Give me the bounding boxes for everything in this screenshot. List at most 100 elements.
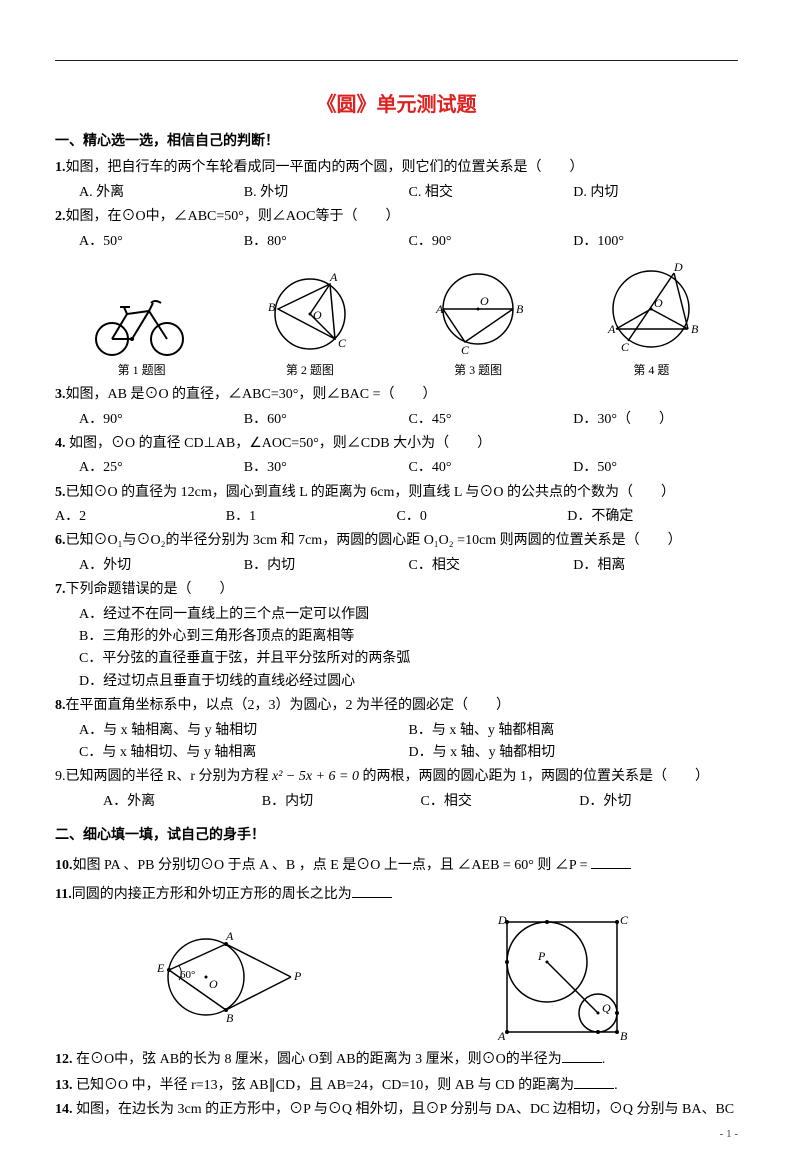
- q8-text: 在平面直角坐标系中，以点（2，3）为圆心，2 为半径的圆必定（ ）: [66, 698, 511, 713]
- q7-opt-a: A．经过不在同一直线上的三个点一定可以作圆: [79, 604, 738, 626]
- q3: 3.如图，AB 是⊙O 的直径，∠ABC=30°，则∠BAC =（ ）: [55, 384, 738, 406]
- q12-tail: .: [602, 1052, 606, 1067]
- q5-options: A．2 B．1 C．0 D．不确定: [55, 506, 738, 528]
- q8-options: A．与 x 轴相离、与 y 轴相切 B．与 x 轴、y 轴都相离 C．与 x 轴…: [79, 720, 738, 765]
- q4-opt-b: B．30°: [244, 457, 409, 479]
- figure-row-1: 第 1 题图 A B C O 第 2 题图 A B: [55, 259, 738, 380]
- fig2-caption: 第 2 题图: [260, 361, 360, 380]
- svg-text:B: B: [268, 300, 276, 314]
- q7-text: 下列命题错误的是（ ）: [66, 582, 234, 597]
- fig1-caption: 第 1 题图: [87, 361, 197, 380]
- q2-options: A．50° B．80° C．90° D．100°: [79, 231, 738, 253]
- q1-opt-c: C. 相交: [409, 182, 574, 204]
- q7-num: 7.: [55, 582, 66, 597]
- page-title: 《圆》单元测试题: [55, 89, 738, 121]
- q14-text: 如图，在边长为 3cm 的正方形中，⊙P 与⊙Q 相外切，且⊙P 分别与 DA、…: [73, 1102, 735, 1117]
- q9: 9.已知两圆的半径 R、r 分别为方程 x² − 5x + 6 = 0 的两根，…: [55, 766, 738, 788]
- q11: 11.同圆的内接正方形和外切正方形的周长之比为: [55, 883, 738, 906]
- svg-text:60°: 60°: [180, 969, 195, 981]
- bicycle-icon: [87, 289, 197, 359]
- q2-opt-a: A．50°: [79, 231, 244, 253]
- q13-num: 13.: [55, 1078, 73, 1093]
- q1-options: A. 外离 B. 外切 C. 相交 D. 内切: [79, 182, 738, 204]
- q9-options: A．外离 B．内切 C．相交 D．外切: [103, 791, 738, 813]
- circle4-icon: A B C D O: [596, 259, 706, 359]
- q10-num: 10.: [55, 858, 73, 873]
- q4-options: A．25° B．30° C．40° D．50°: [79, 457, 738, 479]
- q14-figure: D C A B P Q: [482, 912, 662, 1042]
- svg-text:P: P: [537, 949, 546, 963]
- q3-opt-b: B．60°: [244, 409, 409, 431]
- q9-post: 的两根，两圆的圆心距为 1，两圆的位置关系是（ ）: [359, 769, 709, 784]
- q7-opt-b: B．三角形的外心到三角形各顶点的距离相等: [79, 626, 738, 648]
- fig3-caption: 第 3 题图: [423, 361, 533, 380]
- q5-text: 已知⊙O 的直径为 12cm，圆心到直线 L 的距离为 6cm，则直线 L 与⊙…: [66, 485, 676, 500]
- q4-num: 4.: [55, 436, 66, 451]
- q2: 2.如图，在⊙O中，∠ABC=50°，则∠AOC等于（ ）: [55, 206, 738, 228]
- q6-opt-c: C．相交: [409, 555, 574, 577]
- page: 《圆》单元测试题 一、精心选一选，相信自己的判断！ 1.如图，把自行车的两个车轮…: [0, 0, 793, 1164]
- q2-text: 如图，在⊙O中，∠ABC=50°，则∠AOC等于（ ）: [66, 209, 400, 224]
- q3-num: 3.: [55, 387, 66, 402]
- q8: 8.在平面直角坐标系中，以点（2，3）为圆心，2 为半径的圆必定（ ）: [55, 695, 738, 717]
- q6-text: 已知⊙O₁与⊙O₂的半径分别为 3cm 和 7cm，两圆的圆心距 O₁O₂ =1…: [66, 533, 682, 548]
- q1: 1.如图，把自行车的两个车轮看成同一平面内的两个圆，则它们的位置关系是（ ）: [55, 157, 738, 179]
- q11-text: 同圆的内接正方形和外切正方形的周长之比为: [72, 887, 352, 902]
- q6-opt-a: A．外切: [79, 555, 244, 577]
- q13-blank: [574, 1074, 614, 1089]
- svg-text:C: C: [338, 336, 347, 350]
- q3-opt-c: C．45°: [409, 409, 574, 431]
- q9-opt-d: D．外切: [579, 791, 738, 813]
- q13-text: 已知⊙O 中，半径 r=13，弦 AB∥CD，且 AB=24，CD=10，则 A…: [73, 1078, 575, 1093]
- svg-text:E: E: [156, 961, 165, 975]
- q5-num: 5.: [55, 485, 66, 500]
- fig3: A B C O 第 3 题图: [423, 269, 533, 380]
- q4: 4. 如图，⊙O 的直径 CD⊥AB，∠AOC=50°，则∠CDB 大小为（ ）: [55, 433, 738, 455]
- q8-opt-d: D．与 x 轴、y 轴都相切: [409, 742, 739, 764]
- svg-text:C: C: [461, 343, 470, 357]
- top-rule: [55, 60, 738, 61]
- q3-opt-a: A．90°: [79, 409, 244, 431]
- svg-text:P: P: [293, 969, 302, 983]
- q6-opt-b: B．内切: [244, 555, 409, 577]
- fig4-caption: 第 4 题: [596, 361, 706, 380]
- svg-text:B: B: [691, 322, 699, 336]
- q13: 13. 已知⊙O 中，半径 r=13，弦 AB∥CD，且 AB=24，CD=10…: [55, 1074, 738, 1097]
- q4-opt-a: A．25°: [79, 457, 244, 479]
- fig2: A B C O 第 2 题图: [260, 269, 360, 380]
- svg-text:Q: Q: [602, 1001, 611, 1015]
- q7-opt-d: D．经过切点且垂直于切线的直线必经过圆心: [79, 671, 738, 693]
- q5-opt-d: D．不确定: [567, 506, 738, 528]
- q5-opt-a: A．2: [55, 506, 226, 528]
- q10-text: 如图 PA 、PB 分别切⊙O 于点 A 、B ，点 E 是⊙O 上一点，且 ∠…: [73, 858, 592, 873]
- svg-text:B: B: [226, 1011, 234, 1025]
- q14-num: 14.: [55, 1102, 73, 1117]
- q7: 7.下列命题错误的是（ ）: [55, 579, 738, 601]
- q4-opt-c: C．40°: [409, 457, 574, 479]
- q10-figure: A B E O P 60°: [131, 922, 331, 1032]
- q8-opt-c: C．与 x 轴相切、与 y 轴相离: [79, 742, 409, 764]
- svg-text:A: A: [225, 929, 234, 943]
- q8-opt-a: A．与 x 轴相离、与 y 轴相切: [79, 720, 409, 742]
- q6-options: A．外切 B．内切 C．相交 D．相离: [79, 555, 738, 577]
- q13-tail: .: [614, 1078, 618, 1093]
- q6-opt-d: D．相离: [573, 555, 738, 577]
- q9-opt-c: C．相交: [421, 791, 580, 813]
- svg-text:O: O: [313, 308, 322, 322]
- page-number: - 1 -: [720, 1126, 738, 1144]
- q8-num: 8.: [55, 698, 66, 713]
- q9-opt-b: B．内切: [262, 791, 421, 813]
- q12: 12. 在⊙O中，弦 AB的长为 8 厘米，圆心 O到 AB的距离为 3 厘米，…: [55, 1048, 738, 1071]
- q2-opt-d: D．100°: [573, 231, 738, 253]
- q6-num: 6.: [55, 533, 66, 548]
- q10: 10.如图 PA 、PB 分别切⊙O 于点 A 、B ，点 E 是⊙O 上一点，…: [55, 854, 738, 877]
- q10-blank: [591, 854, 631, 869]
- q1-text: 如图，把自行车的两个车轮看成同一平面内的两个圆，则它们的位置关系是（ ）: [66, 160, 584, 175]
- svg-text:A: A: [607, 322, 616, 336]
- q2-opt-b: B．80°: [244, 231, 409, 253]
- figure-row-2: A B E O P 60° D C A: [55, 912, 738, 1042]
- q3-options: A．90° B．60° C．45° D．30°（ ）: [79, 409, 738, 431]
- q6: 6.已知⊙O₁与⊙O₂的半径分别为 3cm 和 7cm，两圆的圆心距 O₁O₂ …: [55, 530, 738, 552]
- circle3-icon: A B C O: [423, 269, 533, 359]
- q5-opt-b: B．1: [226, 506, 397, 528]
